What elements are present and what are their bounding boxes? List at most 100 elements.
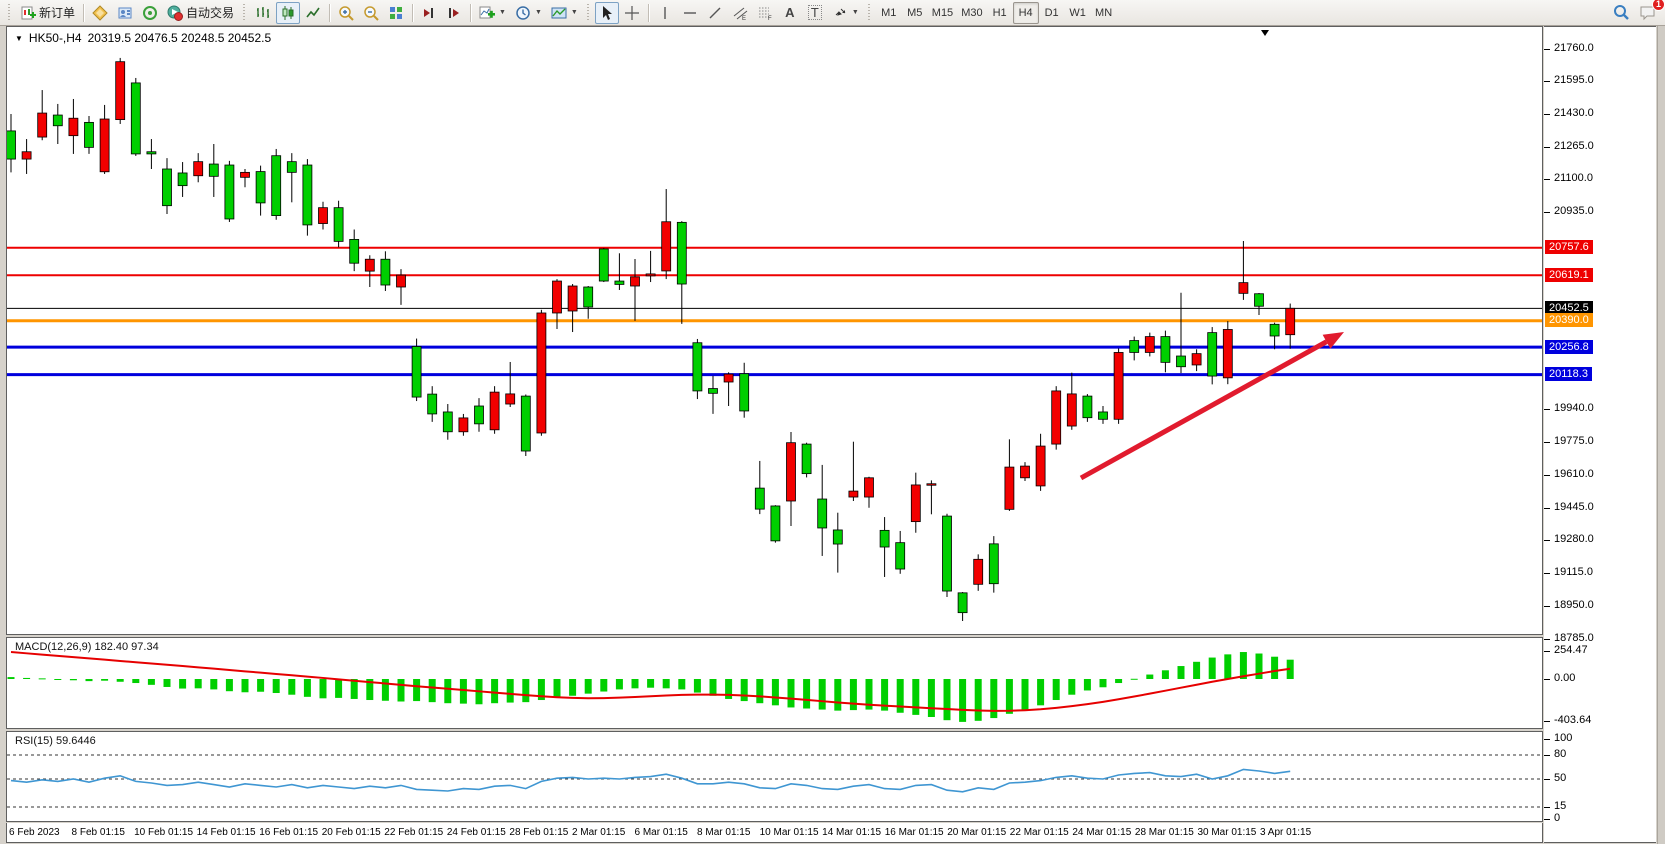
candle[interactable] [286, 153, 297, 203]
candle[interactable] [271, 148, 282, 220]
notifications-button[interactable]: 1 [1635, 0, 1665, 24]
candle[interactable] [676, 221, 687, 324]
template-button[interactable]: ▼ [547, 2, 582, 24]
candle[interactable] [1129, 336, 1140, 361]
candle[interactable] [1207, 327, 1218, 385]
zoom-out-button[interactable] [359, 2, 383, 24]
candle[interactable] [177, 162, 188, 197]
macd-pane[interactable]: MACD(12,26,9) 182.40 97.34 [6, 637, 1543, 729]
data-window-button[interactable] [113, 2, 137, 24]
candle[interactable] [739, 362, 750, 418]
zoom-in-button[interactable] [334, 2, 358, 24]
candle[interactable] [754, 460, 765, 515]
toolbar-grip[interactable] [7, 3, 12, 22]
autotrading-button[interactable]: 自动交易 [163, 2, 238, 24]
candle[interactable] [1098, 406, 1108, 424]
horizontal-line-tool[interactable] [678, 2, 702, 24]
candle[interactable] [536, 309, 547, 436]
candle[interactable] [1269, 322, 1280, 350]
candle[interactable] [1113, 348, 1124, 424]
navigator-button[interactable] [138, 2, 162, 24]
candle[interactable] [364, 255, 375, 288]
candle[interactable] [396, 269, 406, 305]
candle[interactable] [692, 338, 703, 400]
timeframe-m15[interactable]: M15 [931, 6, 954, 19]
candlestick-chart[interactable] [7, 27, 1542, 634]
arrows-tool[interactable]: ▼ [828, 2, 863, 24]
candle[interactable] [115, 57, 126, 124]
candle[interactable] [37, 90, 48, 141]
candle[interactable] [801, 442, 812, 478]
candle[interactable] [1051, 386, 1062, 450]
candle[interactable] [193, 153, 204, 183]
candle[interactable] [832, 512, 843, 573]
candle[interactable] [926, 480, 937, 515]
rsi-pane[interactable]: RSI(15) 59.6446 [6, 731, 1543, 822]
timeframe-d1[interactable]: D1 [1044, 6, 1059, 19]
candle[interactable] [864, 476, 874, 508]
timeframe-m30[interactable]: M30 [961, 6, 983, 19]
candle[interactable] [598, 247, 609, 283]
chart-shift-marker[interactable] [1261, 30, 1269, 36]
candle[interactable] [848, 441, 859, 502]
candle[interactable] [895, 530, 906, 574]
bar-chart-button[interactable] [251, 2, 275, 24]
candle[interactable] [99, 104, 110, 174]
candle[interactable] [349, 229, 360, 272]
crosshair-button[interactable] [620, 2, 644, 24]
candle[interactable] [988, 536, 999, 593]
candle[interactable] [130, 77, 141, 156]
candle[interactable] [567, 284, 578, 333]
timeframe-w1[interactable]: W1 [1069, 6, 1086, 19]
candle[interactable] [786, 431, 796, 526]
text-label-tool[interactable]: T [803, 2, 827, 24]
candle[interactable] [1160, 330, 1171, 373]
macd-chart[interactable] [7, 638, 1542, 728]
candle[interactable] [380, 251, 391, 291]
candle[interactable] [520, 394, 531, 456]
fibonacci-tool[interactable]: F [753, 2, 777, 24]
candle[interactable] [427, 386, 438, 422]
candle[interactable] [1176, 292, 1186, 374]
candle[interactable] [1004, 439, 1015, 511]
candle[interactable] [770, 505, 781, 543]
line-chart-button[interactable] [301, 2, 325, 24]
candlestick-chart-button[interactable] [276, 1, 301, 24]
time-axis[interactable]: 6 Feb 2023 8 Feb 01:15 10 Feb 01:15 14 Feb … [6, 823, 1543, 843]
candle[interactable] [1254, 292, 1264, 315]
candle[interactable] [817, 464, 828, 556]
timeframe-h4[interactable]: H4 [1012, 1, 1039, 24]
candle[interactable] [552, 279, 562, 330]
candle[interactable] [973, 554, 984, 591]
candle[interactable] [1020, 462, 1030, 481]
candle[interactable] [333, 200, 344, 248]
toolbar-grip[interactable] [866, 3, 872, 22]
candle[interactable] [1066, 372, 1077, 430]
candle[interactable] [942, 513, 952, 597]
candle[interactable] [442, 404, 453, 440]
candle[interactable] [1238, 240, 1249, 300]
vertical-line-tool[interactable] [653, 2, 677, 24]
symbol-dropdown-icon[interactable]: ▼ [15, 33, 23, 43]
candle[interactable] [1035, 433, 1046, 491]
cursor-button[interactable] [594, 1, 619, 24]
candle[interactable] [162, 158, 172, 215]
trend-arrow-annotation[interactable] [1079, 339, 1328, 481]
auto-scroll-button[interactable] [442, 2, 466, 24]
candle[interactable] [708, 375, 718, 414]
timeframe-m1[interactable]: M1 [881, 6, 897, 19]
candle[interactable] [1144, 332, 1155, 357]
candle[interactable] [583, 286, 594, 319]
candle[interactable] [630, 259, 640, 321]
toolbar-grip[interactable] [585, 3, 591, 22]
main-chart-pane[interactable]: ▼ HK50-,H4 20319.5 20476.5 20248.5 20452… [6, 26, 1543, 635]
candle[interactable] [21, 139, 32, 174]
candle[interactable] [505, 361, 516, 407]
window-scroll-strip[interactable] [1657, 26, 1665, 844]
add-indicator-button[interactable]: ▼ [475, 2, 510, 24]
search-button[interactable] [1609, 2, 1634, 24]
tile-windows-button[interactable] [384, 2, 408, 24]
candle[interactable] [879, 517, 890, 577]
price-axis[interactable]: 21760.0 21595.0 21430.0 21265.0 21100.0 20935… [1544, 26, 1656, 843]
candle[interactable] [302, 159, 313, 236]
